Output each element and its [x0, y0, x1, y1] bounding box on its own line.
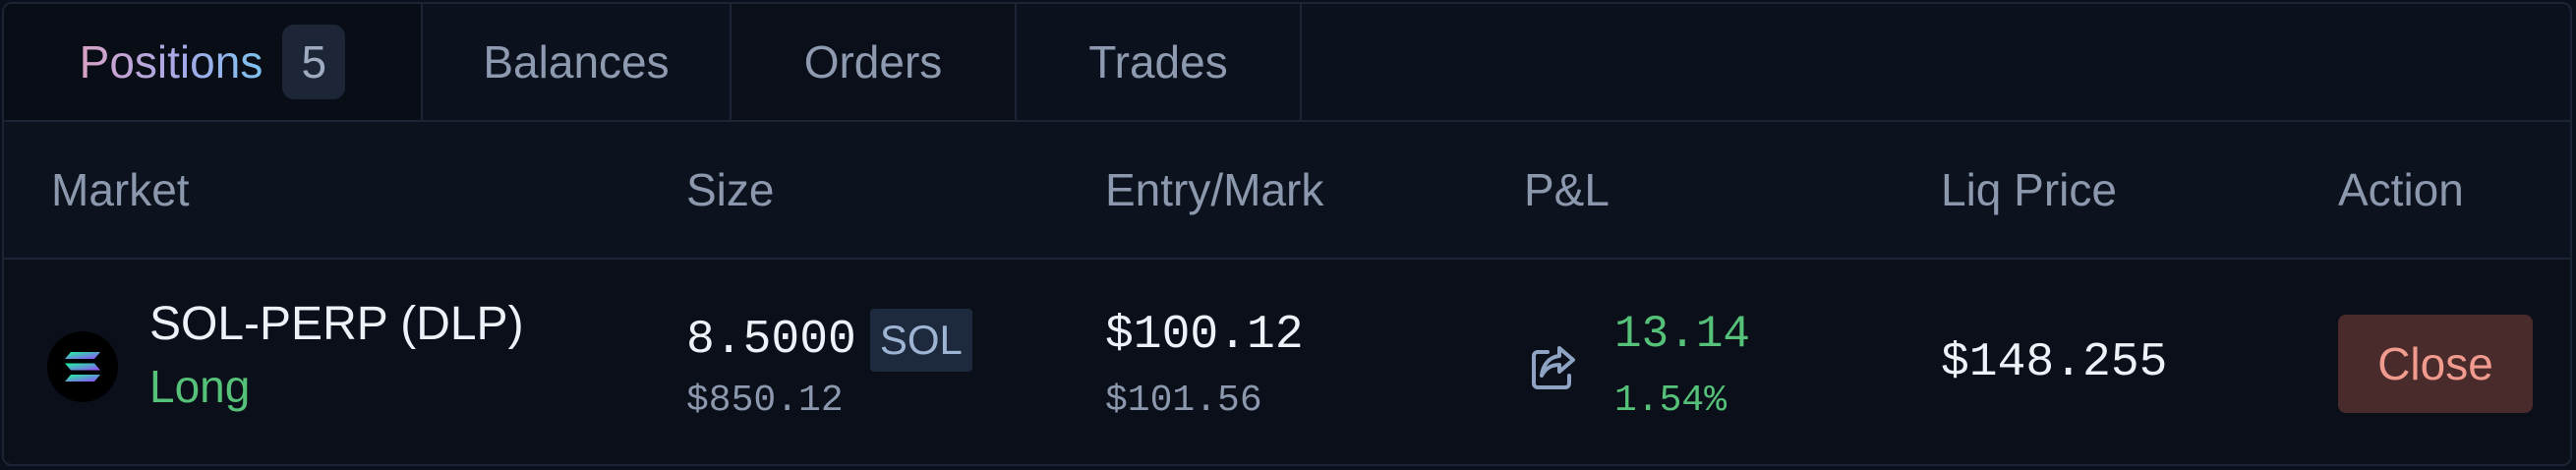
- tab-orders-label: Orders: [803, 36, 943, 88]
- column-header-market: Market: [51, 164, 190, 215]
- mark-price: $101.56: [1105, 380, 1262, 422]
- column-header-pnl: P&L: [1524, 164, 1610, 215]
- column-header-liq-price: Liq Price: [1941, 164, 2117, 215]
- tab-bar: Positions 5 Balances Orders Trades: [4, 4, 2570, 122]
- table-row[interactable]: SOL-PERP (DLP) Long 8.5000 SOL $850.12 $…: [4, 260, 2570, 464]
- column-header-action: Action: [2338, 164, 2464, 215]
- size-unit-badge: SOL: [869, 309, 972, 372]
- tab-trades-label: Trades: [1088, 36, 1228, 88]
- solana-logo-icon: [47, 331, 118, 402]
- tab-balances-label: Balances: [483, 36, 670, 88]
- entry-price: $100.12: [1105, 309, 1304, 362]
- positions-count-badge: 5: [282, 25, 346, 99]
- tab-orders[interactable]: Orders: [732, 4, 1017, 120]
- position-size: 8.5000 SOL: [686, 309, 972, 372]
- tab-positions-label: Positions: [79, 36, 263, 88]
- share-icon[interactable]: [1526, 340, 1581, 395]
- pnl-value: 13.14: [1614, 309, 1751, 360]
- tab-balances[interactable]: Balances: [423, 4, 732, 120]
- pnl-percent: 1.54%: [1614, 380, 1727, 422]
- market-name: SOL-PERP (DLP): [149, 298, 524, 350]
- column-header-entry-mark: Entry/Mark: [1105, 164, 1324, 215]
- tab-trades[interactable]: Trades: [1017, 4, 1302, 120]
- position-size-value: 8.5000: [686, 314, 856, 367]
- position-size-usd: $850.12: [686, 380, 844, 422]
- table-header: Market Size Entry/Mark P&L Liq Price Act…: [4, 122, 2570, 260]
- position-side: Long: [149, 361, 251, 412]
- close-position-button[interactable]: Close: [2338, 315, 2533, 413]
- liquidation-price: $148.255: [1941, 336, 2168, 389]
- column-header-size: Size: [686, 164, 775, 215]
- tab-positions[interactable]: Positions 5: [4, 4, 423, 120]
